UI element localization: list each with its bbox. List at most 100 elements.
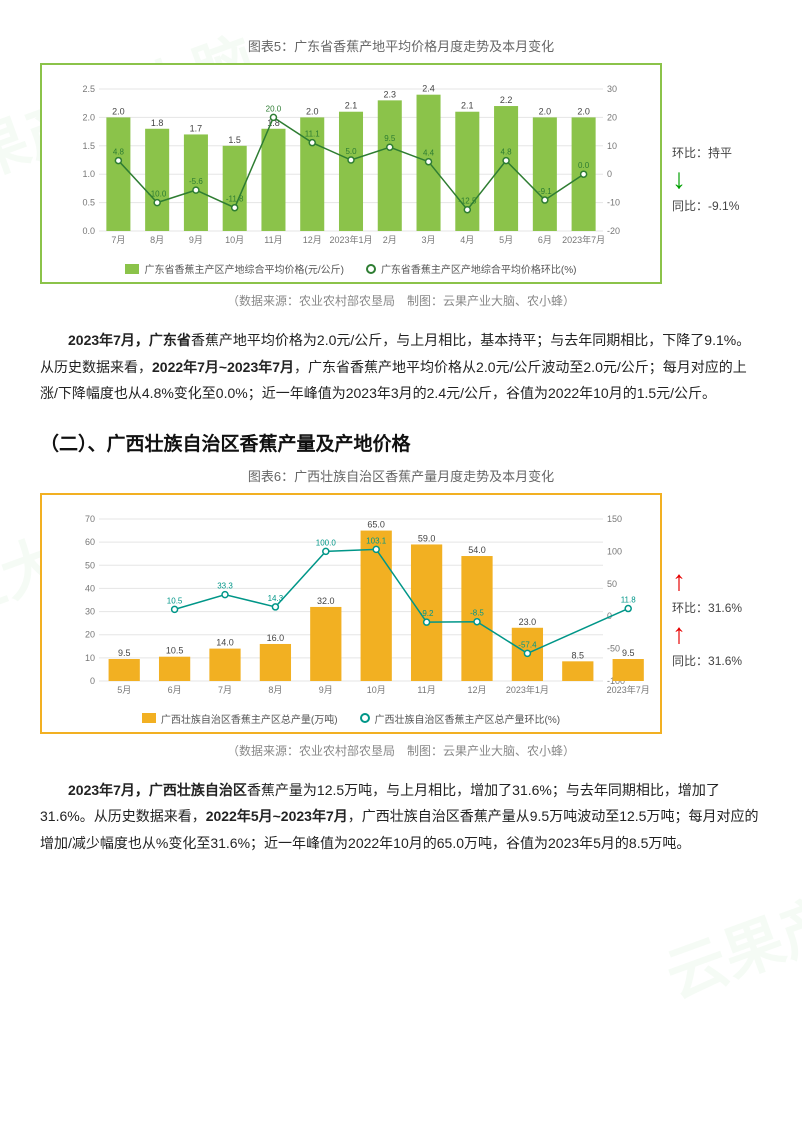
chart5-side: 环比：持平 ↓ 同比：-9.1% <box>672 63 762 284</box>
chart5-legend: 广东省香蕉主产区产地综合平均价格(元/公斤) 广东省香蕉主产区产地综合平均价格环… <box>50 261 652 276</box>
svg-text:1.5: 1.5 <box>82 141 95 151</box>
svg-text:11.1: 11.1 <box>305 130 321 139</box>
hb-value: 持平 <box>708 146 732 160</box>
svg-text:7月: 7月 <box>218 685 232 695</box>
svg-text:-5.6: -5.6 <box>189 177 203 186</box>
svg-text:32.0: 32.0 <box>317 596 335 606</box>
chart6-plot: 010203040506070-100-500501001509.510.514… <box>50 505 652 705</box>
legend-bar-label: 广东省香蕉主产区产地综合平均价格(元/公斤) <box>144 261 343 276</box>
tb-label: 同比： <box>672 199 708 213</box>
svg-text:40: 40 <box>85 583 95 593</box>
svg-text:8月: 8月 <box>150 235 164 245</box>
svg-text:11月: 11月 <box>417 685 435 695</box>
svg-text:20.0: 20.0 <box>266 104 282 113</box>
svg-text:54.0: 54.0 <box>468 545 486 555</box>
chart6-source: （数据来源：农业农村部农垦局 制图：云果产业大脑、农小蜂） <box>40 742 762 759</box>
svg-text:0.0: 0.0 <box>82 226 95 236</box>
svg-text:-20: -20 <box>607 226 620 236</box>
up-arrow-icon: ↑ <box>672 620 686 648</box>
chart6-side: ↑ 环比：31.6% ↑ 同比：31.6% <box>672 493 762 734</box>
paragraph-1: 2023年7月，广东省香蕉产地平均价格为2.0元/公斤，与上月相比，基本持平；与… <box>40 327 762 407</box>
svg-text:3月: 3月 <box>422 235 436 245</box>
svg-text:9.5: 9.5 <box>384 134 396 143</box>
svg-text:-9.1: -9.1 <box>538 187 552 196</box>
svg-text:2月: 2月 <box>383 235 397 245</box>
svg-text:2.1: 2.1 <box>461 101 474 111</box>
svg-text:-57.4: -57.4 <box>518 640 537 649</box>
svg-text:14.3: 14.3 <box>268 594 284 603</box>
svg-text:0: 0 <box>607 169 612 179</box>
svg-text:20: 20 <box>607 112 617 122</box>
svg-text:65.0: 65.0 <box>367 519 385 529</box>
svg-text:12月: 12月 <box>467 685 486 695</box>
legend-bar-swatch <box>125 264 139 274</box>
svg-text:-10.0: -10.0 <box>148 190 167 199</box>
watermark: 云果产 <box>653 872 802 1015</box>
svg-text:12月: 12月 <box>303 235 322 245</box>
svg-text:50: 50 <box>85 560 95 570</box>
legend-line-swatch <box>366 264 376 274</box>
tb-value: -9.1% <box>708 199 739 213</box>
svg-text:-11.8: -11.8 <box>226 195 244 204</box>
svg-text:9月: 9月 <box>189 235 203 245</box>
svg-text:8.5: 8.5 <box>572 650 585 660</box>
chart5-box: 0.00.51.01.52.02.5-20-1001020302.01.81.7… <box>40 63 662 284</box>
svg-text:1.8: 1.8 <box>151 118 164 128</box>
svg-text:1.7: 1.7 <box>190 123 203 133</box>
tb-label: 同比： <box>672 654 708 668</box>
svg-text:2.3: 2.3 <box>384 89 397 99</box>
svg-text:5月: 5月 <box>117 685 131 695</box>
svg-text:30: 30 <box>85 606 95 616</box>
svg-text:6月: 6月 <box>168 685 182 695</box>
svg-text:10.5: 10.5 <box>166 645 184 655</box>
paragraph-2: 2023年7月，广西壮族自治区香蕉产量为12.5万吨，与上月相比，增加了31.6… <box>40 777 762 857</box>
svg-text:11月: 11月 <box>264 235 282 245</box>
svg-text:2.0: 2.0 <box>577 106 590 116</box>
up-arrow-icon: ↑ <box>672 567 686 595</box>
chart5-plot: 0.00.51.01.52.02.5-20-1001020302.01.81.7… <box>50 75 652 255</box>
svg-text:100.0: 100.0 <box>316 538 337 547</box>
chart6-title: 图表6：广西壮族自治区香蕉产量月度走势及本月变化 <box>40 466 762 485</box>
svg-text:10月: 10月 <box>367 685 386 695</box>
svg-text:10: 10 <box>607 141 617 151</box>
chart6-box: 010203040506070-100-500501001509.510.514… <box>40 493 662 734</box>
svg-text:103.1: 103.1 <box>366 536 387 545</box>
svg-text:10月: 10月 <box>225 235 244 245</box>
svg-text:4.4: 4.4 <box>423 149 435 158</box>
svg-text:70: 70 <box>85 514 95 524</box>
svg-text:0.5: 0.5 <box>82 198 95 208</box>
svg-text:4月: 4月 <box>460 235 474 245</box>
svg-text:5月: 5月 <box>499 235 513 245</box>
svg-text:-8.5: -8.5 <box>470 608 484 617</box>
svg-text:0.0: 0.0 <box>578 161 590 170</box>
svg-text:33.3: 33.3 <box>217 581 233 590</box>
svg-text:9月: 9月 <box>319 685 333 695</box>
svg-text:4.8: 4.8 <box>113 148 125 157</box>
svg-text:50: 50 <box>607 579 617 589</box>
svg-text:2.0: 2.0 <box>112 106 125 116</box>
chart5-source: （数据来源：农业农村部农垦局 制图：云果产业大脑、农小蜂） <box>40 292 762 309</box>
svg-text:20: 20 <box>85 629 95 639</box>
legend-line-label: 广西壮族自治区香蕉主产区总产量环比(%) <box>375 711 561 726</box>
svg-text:2023年1月: 2023年1月 <box>329 234 372 245</box>
legend-bar-label: 广西壮族自治区香蕉主产区总产量(万吨) <box>161 711 338 726</box>
svg-text:7月: 7月 <box>111 235 125 245</box>
svg-text:-9.2: -9.2 <box>420 609 434 618</box>
svg-text:2023年7月: 2023年7月 <box>607 684 650 695</box>
svg-text:-12.5: -12.5 <box>458 197 477 206</box>
svg-text:-10: -10 <box>607 198 620 208</box>
svg-text:8月: 8月 <box>268 685 282 695</box>
svg-text:9.5: 9.5 <box>118 648 131 658</box>
down-arrow-icon: ↓ <box>672 165 686 193</box>
hb-value: 31.6% <box>708 601 742 615</box>
svg-text:100: 100 <box>607 546 622 556</box>
hb-label: 环比： <box>672 601 708 615</box>
tb-value: 31.6% <box>708 654 742 668</box>
svg-text:2.5: 2.5 <box>82 84 95 94</box>
svg-text:10: 10 <box>85 653 95 663</box>
svg-text:6月: 6月 <box>538 235 552 245</box>
svg-text:23.0: 23.0 <box>519 617 537 627</box>
svg-text:2.0: 2.0 <box>82 112 95 122</box>
chart5-title: 图表5：广东省香蕉产地平均价格月度走势及本月变化 <box>40 36 762 55</box>
svg-text:2.2: 2.2 <box>500 95 513 105</box>
